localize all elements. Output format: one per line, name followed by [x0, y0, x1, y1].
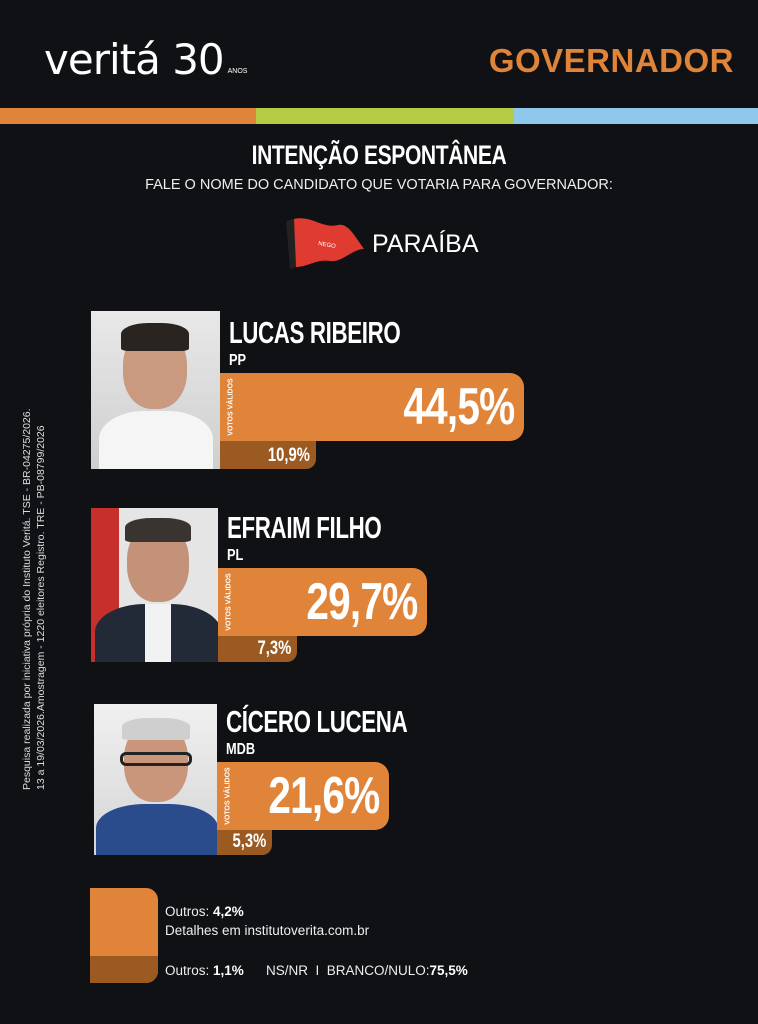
header-title: GOVERNADOR: [488, 42, 734, 79]
svg-text:NEGO: NEGO: [318, 241, 337, 250]
valid-votes-bar: VOTOS VÁLIDOS 29,7%: [218, 568, 427, 636]
others-bar: [90, 888, 158, 983]
valid-votes-value: 29,7%: [305, 573, 418, 631]
candidate-party: PL: [227, 547, 244, 564]
candidate-photo: [94, 704, 217, 855]
candidate-party: PP: [229, 352, 247, 369]
total-votes-bar: 5,3%: [217, 830, 272, 855]
logo-sub: ANOS: [227, 68, 248, 75]
candidate-name: LUCAS RIBEIRO: [229, 315, 401, 350]
candidate-photo: [91, 508, 218, 662]
total-votes-bar: 7,3%: [218, 636, 297, 662]
logo-text: veritá 30: [44, 35, 225, 84]
stripe-orange: [0, 108, 256, 124]
total-votes-value: 7,3%: [257, 638, 291, 659]
details-link[interactable]: Detalhes em institutoverita.com.br: [165, 923, 370, 938]
state-name: PARAÍBA: [372, 230, 479, 258]
total-votes-value: 5,3%: [232, 831, 266, 852]
survey-title: INTENÇÃO ESPONTÂNEA: [251, 140, 507, 170]
valid-votes-bar: VOTOS VÁLIDOS 21,6%: [217, 762, 389, 830]
survey-question: FALE O NOME DO CANDIDATO QUE VOTARIA PAR…: [145, 177, 613, 193]
stripe-blue: [514, 108, 758, 124]
candidate-photo: [91, 311, 220, 469]
total-votes-bar: 10,9%: [220, 441, 316, 469]
candidate-name: CÍCERO LUCENA: [226, 704, 408, 739]
nsnr-blank-null: NS/NR I BRANCO/NULO:75,5%: [266, 963, 468, 978]
total-votes-value: 10,9%: [267, 445, 310, 466]
others-valid: Outros: 4,2%: [165, 904, 244, 919]
stripe-green: [256, 108, 514, 124]
candidate-name: EFRAIM FILHO: [227, 510, 382, 545]
disclaimer: Pesquisa realizada por iniciativa própri…: [21, 408, 47, 790]
others-total: Outros: 1,1%: [165, 963, 244, 978]
verita-logo: veritá 30 ANOS: [44, 36, 247, 84]
paraiba-flag-icon: NEGO: [286, 218, 364, 269]
valid-votes-value: 44,5%: [402, 378, 515, 436]
valid-votes-value: 21,6%: [267, 767, 380, 825]
valid-votes-bar: VOTOS VÁLIDOS 44,5%: [220, 373, 524, 441]
candidate-party: MDB: [226, 741, 256, 758]
